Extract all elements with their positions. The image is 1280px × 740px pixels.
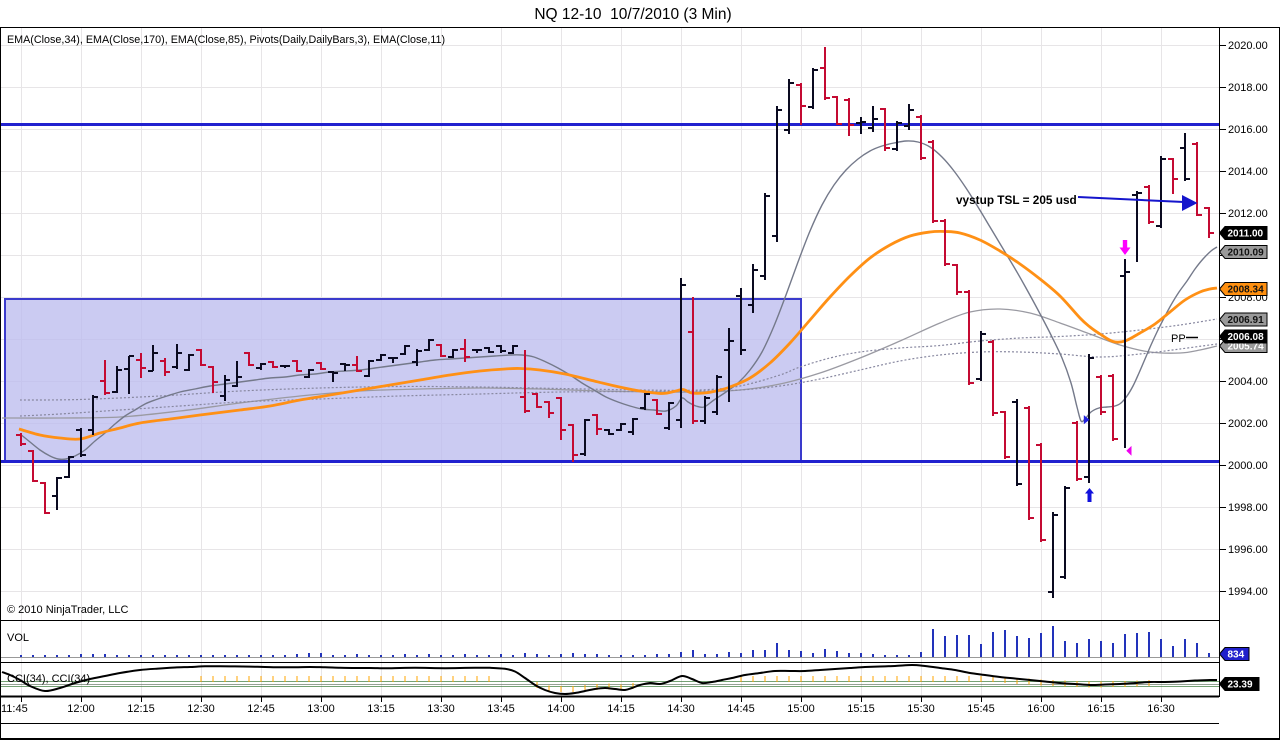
svg-text:14:45: 14:45 <box>727 703 755 715</box>
svg-text:14:00: 14:00 <box>547 703 575 715</box>
svg-text:16:00: 16:00 <box>1027 703 1055 715</box>
svg-text:1994.00: 1994.00 <box>1228 586 1268 598</box>
svg-text:12:45: 12:45 <box>247 703 275 715</box>
svg-text:15:15: 15:15 <box>847 703 875 715</box>
svg-text:EMA(Close,34), EMA(Close,170),: EMA(Close,34), EMA(Close,170), EMA(Close… <box>7 34 445 46</box>
svg-text:16:30: 16:30 <box>1147 703 1175 715</box>
svg-text:2004.00: 2004.00 <box>1228 376 1268 388</box>
svg-text:© 2010 NinjaTrader, LLC: © 2010 NinjaTrader, LLC <box>7 604 128 616</box>
svg-text:2014.00: 2014.00 <box>1228 166 1268 178</box>
svg-text:PP: PP <box>1171 333 1186 345</box>
svg-text:13:45: 13:45 <box>487 703 515 715</box>
svg-text:2002.00: 2002.00 <box>1228 418 1268 430</box>
svg-text:1998.00: 1998.00 <box>1228 502 1268 514</box>
svg-text:2010.09: 2010.09 <box>1228 248 1265 259</box>
svg-text:2006.08: 2006.08 <box>1228 332 1265 343</box>
svg-text:23.39: 23.39 <box>1228 680 1253 691</box>
svg-text:12:30: 12:30 <box>187 703 215 715</box>
svg-text:1996.00: 1996.00 <box>1228 544 1268 556</box>
svg-text:13:00: 13:00 <box>307 703 335 715</box>
svg-text:16:15: 16:15 <box>1087 703 1115 715</box>
svg-text:12:00: 12:00 <box>67 703 95 715</box>
svg-text:11:45: 11:45 <box>1 703 28 715</box>
svg-text:NQ 12-10 10/7/2010 (3 Min): NQ 12-10 10/7/2010 (3 Min) <box>534 6 731 23</box>
svg-text:14:30: 14:30 <box>667 703 695 715</box>
svg-text:15:30: 15:30 <box>907 703 935 715</box>
svg-text:2016.00: 2016.00 <box>1228 124 1268 136</box>
svg-text:2008.34: 2008.34 <box>1228 285 1265 296</box>
svg-text:2011.00: 2011.00 <box>1228 229 1264 240</box>
svg-text:2005.74: 2005.74 <box>1228 342 1265 353</box>
svg-text:834: 834 <box>1228 650 1245 661</box>
svg-text:2006.91: 2006.91 <box>1228 315 1265 326</box>
svg-text:15:45: 15:45 <box>967 703 995 715</box>
svg-text:VOL: VOL <box>7 632 29 644</box>
svg-text:vystup TSL = 205 usd: vystup TSL = 205 usd <box>956 193 1077 207</box>
svg-text:13:15: 13:15 <box>367 703 395 715</box>
svg-text:2012.00: 2012.00 <box>1228 208 1268 220</box>
svg-text:2018.00: 2018.00 <box>1228 82 1268 94</box>
svg-text:CCI(34), CCI(34): CCI(34), CCI(34) <box>7 673 90 685</box>
svg-text:12:15: 12:15 <box>127 703 155 715</box>
svg-text:2000.00: 2000.00 <box>1228 460 1268 472</box>
svg-text:2020.00: 2020.00 <box>1228 40 1268 52</box>
svg-text:13:30: 13:30 <box>427 703 455 715</box>
svg-text:15:00: 15:00 <box>787 703 815 715</box>
svg-text:14:15: 14:15 <box>607 703 635 715</box>
